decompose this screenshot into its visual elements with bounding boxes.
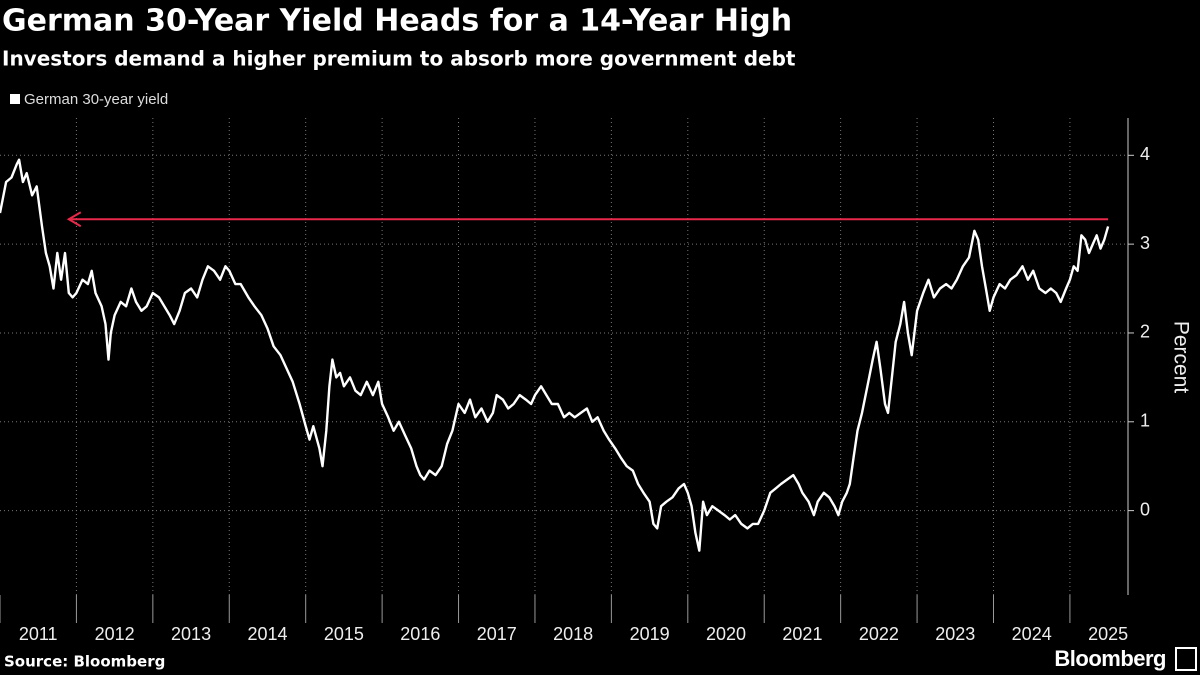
x-tick-label: 2020 — [706, 624, 746, 644]
x-tick-label: 2011 — [19, 624, 58, 644]
x-tick-label: 2015 — [324, 624, 364, 644]
x-tick-label: 2016 — [400, 624, 440, 644]
y-tick-label: 4 — [1140, 144, 1150, 164]
x-tick-label: 2019 — [630, 624, 670, 644]
y-axis-title: Percent — [1169, 321, 1192, 394]
y-tick-label: 3 — [1140, 233, 1150, 253]
series-line — [0, 158, 1110, 552]
x-tick-label: 2023 — [935, 624, 975, 644]
chart-title: German 30-Year Yield Heads for a 14-Year… — [2, 4, 792, 39]
chart-subtitle: Investors demand a higher premium to abs… — [2, 47, 796, 71]
x-tick-label: 2022 — [859, 624, 899, 644]
logo: Bloomberg — [1054, 646, 1166, 671]
x-tick-label: 2024 — [1012, 624, 1052, 644]
y-tick-label: 2 — [1140, 322, 1150, 342]
x-tick-label: 2017 — [477, 624, 517, 644]
arrow-head — [66, 211, 82, 228]
legend-swatch — [10, 94, 20, 104]
x-tick-label: 2012 — [95, 624, 135, 644]
y-tick-label: 0 — [1140, 499, 1150, 519]
x-tick-label: 2021 — [782, 624, 822, 644]
x-tick-label: 2013 — [171, 624, 211, 644]
x-tick-label: 2025 — [1088, 624, 1128, 644]
x-tick-label: 2014 — [247, 624, 287, 644]
x-tick-label: 2018 — [553, 624, 593, 644]
source: Source: Bloomberg — [4, 653, 165, 671]
legend-label: German 30-year yield — [24, 91, 168, 108]
y-tick-label: 1 — [1140, 411, 1150, 431]
logo-icon — [1175, 647, 1197, 671]
